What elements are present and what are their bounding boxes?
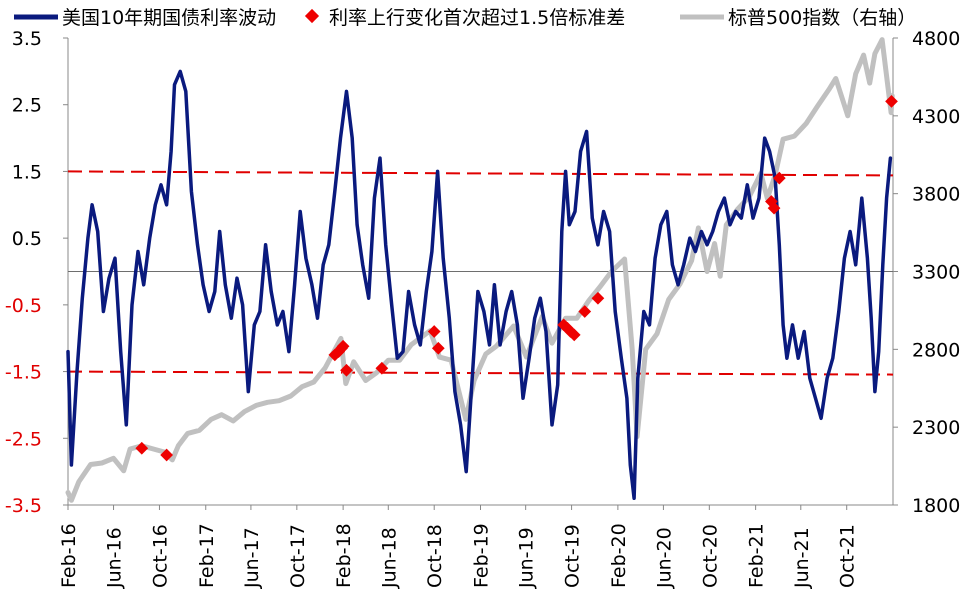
x-tick-label: Oct-18 <box>424 524 446 588</box>
rate-volatility-line <box>66 69 893 501</box>
right-tick-label: 1800 <box>912 495 960 517</box>
legend-label-first-exceed: 利率上行变化首次超过1.5倍标准差 <box>329 7 625 29</box>
x-tick-label: Oct-21 <box>837 524 859 588</box>
sp500-line <box>65 37 895 503</box>
x-tick-label: Feb-18 <box>333 523 355 588</box>
first-exceed-marker <box>375 361 389 375</box>
left-tick-label: 3.5 <box>12 28 42 50</box>
x-tick-label: Feb-17 <box>196 523 218 588</box>
first-exceed-marker <box>336 339 350 353</box>
x-tick-label: Jun-20 <box>653 527 675 589</box>
legend-swatch-first-exceed <box>304 8 320 24</box>
left-tick-label: -1.5 <box>5 362 42 384</box>
x-tick-label: Oct-19 <box>562 524 584 588</box>
left-tick-label: -0.5 <box>5 295 42 317</box>
x-tick-label: Oct-20 <box>699 524 721 588</box>
left-tick-label: -3.5 <box>5 495 42 517</box>
left-tick-label: -2.5 <box>5 428 42 450</box>
x-tick-label: Oct-16 <box>149 524 171 588</box>
left-tick-label: 1.5 <box>12 161 42 183</box>
first-exceed-marker <box>567 328 581 342</box>
upper-threshold-line <box>67 170 894 177</box>
x-tick-label: Jun-21 <box>791 527 813 589</box>
legend-label-sp500: 标普500指数（右轴） <box>728 7 916 29</box>
legend-label-rate: 美国10年期国债利率波动 <box>62 7 276 29</box>
right-tick-label: 2300 <box>912 417 960 439</box>
first-exceed-marker <box>578 305 592 318</box>
first-exceed-marker <box>885 95 898 108</box>
right-tick-label: 2800 <box>912 339 960 361</box>
legend: 美国10年期国债利率波动 利率上行变化首次超过1.5倍标准差 标普500指数（右… <box>14 7 916 29</box>
right-axis-ticks: 4800 4300 3800 3300 2800 2300 1800 <box>893 28 960 517</box>
right-tick-label: 3300 <box>912 262 960 284</box>
first-exceed-marker <box>340 363 353 377</box>
first-exceed-marker <box>591 291 605 305</box>
first-exceed-marker <box>135 441 149 455</box>
right-tick-label: 4300 <box>912 106 960 128</box>
x-tick-label: Feb-20 <box>608 523 630 588</box>
x-tick-label: Oct-17 <box>287 524 309 588</box>
first-exceed-marker <box>431 341 445 355</box>
left-tick-label: 0.5 <box>12 228 42 250</box>
x-tick-label: Jun-16 <box>104 527 126 589</box>
x-tick-label: Jun-17 <box>241 527 263 589</box>
right-tick-label: 3800 <box>912 184 960 206</box>
first-exceed-marker <box>427 325 441 338</box>
x-tick-label: Feb-19 <box>471 523 493 588</box>
first-exceed-marker <box>767 201 781 215</box>
lower-threshold-line <box>67 370 894 376</box>
x-tick-label: Feb-16 <box>58 523 80 588</box>
x-tick-label: Jun-19 <box>516 527 538 589</box>
x-tick-label: Jun-18 <box>378 527 400 589</box>
right-tick-label: 4800 <box>912 28 960 50</box>
first-exceed-marker <box>160 448 173 462</box>
left-axis-ticks: 3.5 2.5 1.5 0.5 -0.5 -1.5 -2.5 -3.5 <box>5 28 68 517</box>
left-tick-label: 2.5 <box>12 95 42 117</box>
reference-lines <box>67 170 894 376</box>
x-axis-ticks: Feb-16 Jun-16 Oct-16 Feb-17 Jun-17 Oct-17 Feb-… <box>58 505 859 589</box>
x-tick-label: Feb-21 <box>746 523 768 588</box>
series-layer <box>65 37 898 503</box>
